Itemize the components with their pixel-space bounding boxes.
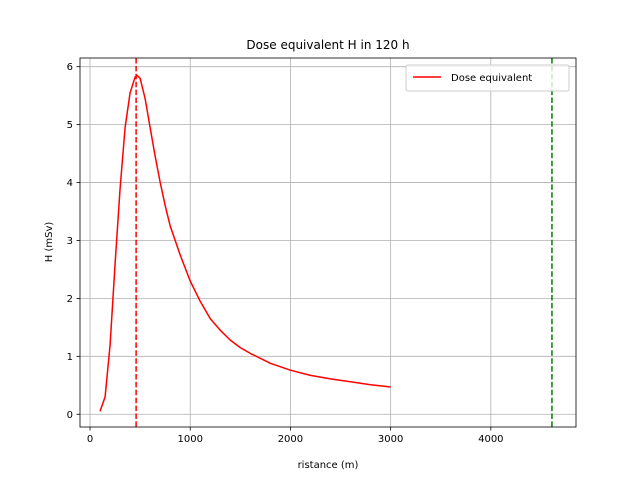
- dose-equivalent-series-line: [99, 74, 391, 412]
- ticks: 0 1000 2000 3000 4000 0 1 2 3 4 5 6: [67, 62, 504, 445]
- legend-box: [405, 64, 570, 92]
- x-tick-label: 0: [87, 434, 93, 445]
- y-tick-label: 6: [67, 62, 73, 73]
- y-tick-label: 3: [67, 236, 73, 247]
- x-tick-label: 1000: [177, 434, 202, 445]
- x-tick-label: 2000: [278, 434, 303, 445]
- y-tick-label: 2: [67, 294, 73, 305]
- x-tick-label: 3000: [378, 434, 403, 445]
- y-tick-label: 0: [67, 410, 73, 421]
- x-axis-label: ristance (m): [298, 460, 359, 471]
- chart-title: Dose equivalent H in 120 h: [246, 38, 409, 52]
- y-tick-label: 4: [67, 178, 73, 189]
- x-tick-label: 4000: [478, 434, 503, 445]
- axes-frame: [79, 57, 577, 428]
- y-axis-label: H (mSv): [44, 222, 55, 263]
- y-tick-label: 1: [67, 352, 73, 363]
- legend: Dose equivalent: [405, 64, 570, 92]
- plot-data: [99, 58, 553, 427]
- legend-label: Dose equivalent: [451, 73, 532, 84]
- grid: [80, 58, 576, 427]
- y-tick-label: 5: [67, 120, 73, 131]
